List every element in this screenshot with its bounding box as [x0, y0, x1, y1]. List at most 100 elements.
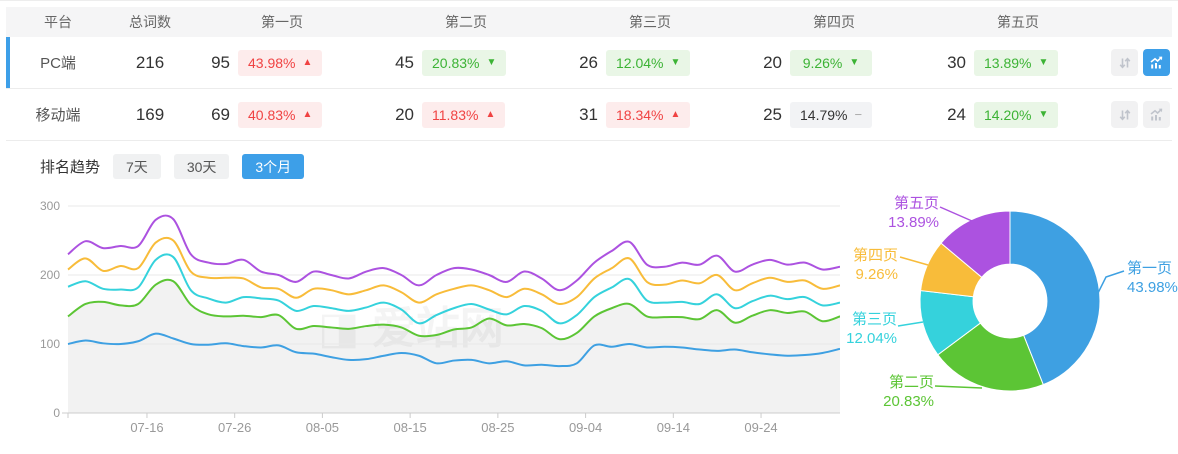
x-axis-label: 08-15 [394, 420, 427, 435]
trend-pill: 11.83% ▲ [422, 101, 506, 128]
table-row[interactable]: 移动端 169 69 40.83% ▲ 20 11.83% ▲ 31 18.34% ▲… [6, 89, 1172, 141]
donut-chart-svg [897, 206, 1125, 392]
x-axis-label: 08-25 [481, 420, 514, 435]
x-axis-label: 07-26 [218, 420, 251, 435]
trend-pill: 14.79% − [790, 101, 873, 128]
trend-pill: 43.98% ▲ [238, 49, 323, 76]
page2-cell: 45 20.83% ▼ [374, 49, 558, 76]
trend-down-icon: ▼ [849, 56, 860, 68]
page-count: 45 [395, 52, 414, 72]
donut-label-line [897, 321, 924, 327]
page-count: 95 [211, 52, 230, 72]
total-words: 216 [135, 52, 165, 72]
y-axis-label: 0 [53, 406, 60, 420]
trend-pill: 20.83% ▼ [422, 49, 507, 76]
donut-label-line [1096, 270, 1125, 296]
active-row-indicator [6, 37, 10, 88]
col-header-platform: 平台 [44, 14, 72, 30]
row-actions [1110, 101, 1172, 128]
donut-label-page4: 第四页 9.26% [852, 247, 898, 283]
series-line-第四页 [67, 236, 841, 305]
trend-pill: 12.04% ▼ [606, 49, 691, 76]
page5-cell: 30 13.89% ▼ [926, 49, 1110, 76]
y-axis-label: 300 [40, 199, 60, 213]
col-header-page5: 第五页 [997, 14, 1039, 30]
trend-flat-icon: − [854, 107, 863, 122]
trend-chart-icon [1150, 108, 1163, 121]
page5-cell: 24 14.20% ▼ [926, 101, 1110, 128]
donut-slice-第五页[interactable] [940, 210, 1011, 278]
x-axis-label: 09-14 [657, 420, 690, 435]
trend-down-icon: ▼ [1038, 108, 1049, 120]
page-count: 20 [763, 52, 782, 72]
page-count: 20 [395, 104, 414, 124]
page1-cell: 95 43.98% ▲ [190, 49, 374, 76]
donut-slice-第二页[interactable] [937, 322, 1044, 392]
x-axis-label: 09-24 [744, 420, 777, 435]
area-fill [68, 279, 840, 413]
donut-label-page3: 第三页 12.04% [846, 311, 897, 347]
trend-section-header: 排名趋势 7天 30天 3个月 [40, 154, 305, 179]
col-header-page1: 第一页 [261, 14, 303, 30]
page-share-donut-chart: 第一页 43.98% 第二页 20.83% 第三页 12.04% 第四页 9.26% 第… [840, 171, 1178, 454]
table-row[interactable]: PC端 216 95 43.98% ▲ 45 20.83% ▼ 26 12.04% ▼… [6, 37, 1172, 89]
trend-chart-button[interactable] [1143, 49, 1170, 76]
series-line-第一页 [67, 332, 841, 368]
donut-label-line [934, 385, 983, 389]
tab-30days[interactable]: 30天 [173, 154, 230, 179]
tab-3months[interactable]: 3个月 [242, 154, 305, 179]
donut-label-page1: 第一页 43.98% [1127, 260, 1178, 296]
trend-up-icon: ▲ [485, 108, 496, 120]
donut-label-page2: 第二页 20.83% [883, 374, 934, 410]
trend-down-icon: ▼ [1038, 56, 1049, 68]
rank-trend-line-chart: ◨ 爱站网 0 100 200 300 07-16 07-26 08-05 08-15 08-25… [18, 191, 841, 449]
page3-cell: 26 12.04% ▼ [558, 49, 742, 76]
page-count: 25 [763, 104, 782, 124]
trend-up-icon: ▲ [302, 56, 313, 68]
total-words: 169 [135, 104, 165, 124]
page-count: 26 [579, 52, 598, 72]
col-header-page4: 第四页 [813, 14, 855, 30]
trend-pill: 9.26% ▼ [790, 49, 872, 76]
col-header-page2: 第二页 [445, 14, 487, 30]
page4-cell: 25 14.79% − [742, 101, 926, 128]
page-count: 30 [947, 52, 966, 72]
page3-cell: 31 18.34% ▲ [558, 101, 742, 128]
donut-label-line [899, 256, 929, 266]
col-header-page3: 第三页 [629, 14, 671, 30]
page1-cell: 69 40.83% ▲ [190, 101, 374, 128]
trend-title: 排名趋势 [40, 159, 101, 176]
donut-label-line [939, 206, 973, 222]
x-axis-label: 07-16 [130, 420, 163, 435]
platform-label: 移动端 [35, 107, 81, 124]
y-axis-label: 200 [40, 268, 60, 282]
page4-cell: 20 9.26% ▼ [742, 49, 926, 76]
sort-button[interactable] [1111, 49, 1138, 76]
sort-arrows-icon [1119, 109, 1130, 120]
row-actions [1110, 49, 1172, 76]
trend-pill: 18.34% ▲ [606, 101, 691, 128]
trend-down-icon: ▼ [670, 56, 681, 68]
tab-7days[interactable]: 7天 [113, 154, 161, 179]
trend-up-icon: ▲ [670, 108, 681, 120]
trend-up-icon: ▲ [302, 108, 313, 120]
platform-label: PC端 [40, 55, 76, 72]
trend-pill: 14.20% ▼ [974, 101, 1059, 128]
trend-chart-icon [1150, 56, 1163, 69]
trend-down-icon: ▼ [486, 56, 497, 68]
donut-slice-第一页[interactable] [1009, 210, 1101, 386]
sort-arrows-icon [1119, 57, 1130, 68]
series-line-第三页 [67, 253, 841, 325]
sort-button[interactable] [1111, 101, 1138, 128]
series-line-第二页 [67, 278, 841, 341]
page-count: 31 [579, 104, 598, 124]
trend-chart-button[interactable] [1143, 101, 1170, 128]
page2-cell: 20 11.83% ▲ [374, 101, 558, 128]
col-header-total: 总词数 [129, 14, 171, 30]
x-axis-label: 09-04 [569, 420, 602, 435]
x-axis-label: 08-05 [306, 420, 339, 435]
series-line-第五页 [67, 214, 841, 292]
donut-label-page5: 第五页 13.89% [888, 195, 939, 231]
